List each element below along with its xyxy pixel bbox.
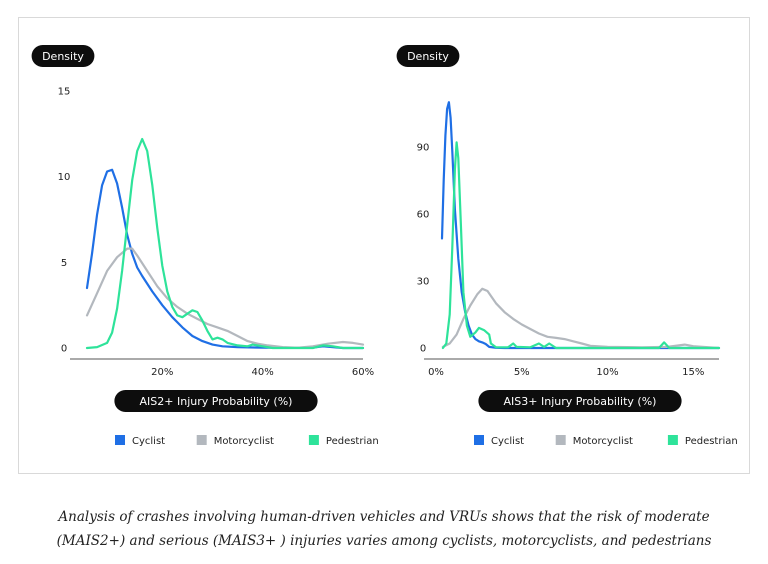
y-tick-label: 60 bbox=[417, 209, 430, 220]
y-tick-label: 10 bbox=[58, 172, 71, 183]
legend-label-pedestrian: Pedestrian bbox=[685, 436, 738, 447]
caption-line-2: (MAIS2+) and serious (MAIS3+ ) injuries … bbox=[56, 533, 712, 549]
legend-swatch-cyclist bbox=[474, 435, 484, 445]
y-axis-label-1-bg bbox=[31, 45, 95, 67]
legend-swatch-cyclist bbox=[115, 435, 125, 445]
legend-swatch-motorcyclist bbox=[196, 435, 207, 445]
x-axis-label-2-bg bbox=[478, 390, 682, 412]
series-line-motorcyclist bbox=[85, 247, 365, 349]
legend-label-motorcyclist: Motorcyclist bbox=[214, 436, 274, 447]
series-line-pedestrian bbox=[441, 141, 721, 350]
series-line-cyclist bbox=[85, 168, 365, 350]
x-tick-label: 40% bbox=[252, 367, 274, 378]
x-tick-label: 20% bbox=[151, 367, 173, 378]
series-line-pedestrian bbox=[85, 137, 365, 350]
legend-label-cyclist: Cyclist bbox=[491, 436, 524, 447]
y-axis-label-2: Density bbox=[407, 50, 449, 63]
chart-panel-1: 0 5 10 15 20% 40% 60% Cyclist Motorcyclist Pedest… bbox=[58, 87, 379, 448]
y-tick-label: 5 bbox=[61, 258, 67, 269]
y-tick-label: 0 bbox=[420, 344, 426, 355]
x-tick-label: 10% bbox=[596, 367, 618, 378]
y-axis-label-1: Density bbox=[42, 50, 84, 63]
chart-canvas: 0 5 10 15 20% 40% 60% Cyclist Motorcyclist Pedest… bbox=[31, 45, 738, 448]
legend-swatch-pedestrian bbox=[308, 435, 319, 445]
chart-frame: 0 5 10 15 20% 40% 60% Cyclist Motorcyclist Pedest… bbox=[18, 17, 750, 474]
y-tick-label: 0 bbox=[61, 344, 67, 355]
legend-label-pedestrian: Pedestrian bbox=[326, 436, 379, 447]
legend-label-motorcyclist: Motorcyclist bbox=[573, 436, 633, 447]
y-tick-label: 15 bbox=[58, 87, 71, 98]
y-tick-label: 30 bbox=[417, 276, 430, 287]
legend-label-cyclist: Cyclist bbox=[132, 436, 165, 447]
caption-line-1: Analysis of crashes involving human-driv… bbox=[58, 509, 710, 525]
x-axis-label-2: AIS3+ Injury Probability (%) bbox=[504, 395, 657, 408]
x-tick-label: 60% bbox=[352, 367, 374, 378]
y-axis-label-2-bg bbox=[396, 45, 460, 67]
y-tick-label: 90 bbox=[417, 142, 430, 153]
x-tick-label: 5% bbox=[514, 367, 530, 378]
x-axis-label-1-bg bbox=[114, 390, 318, 412]
chart-panel-2: 0 30 60 90 0% 5% 10% 15% Cyclist Motorcyclist Pede… bbox=[417, 101, 738, 447]
series-line-motorcyclist bbox=[441, 287, 721, 350]
legend-swatch-motorcyclist bbox=[555, 435, 566, 445]
x-tick-label: 15% bbox=[682, 367, 704, 378]
caption: Analysis of crashes involving human-driv… bbox=[0, 505, 768, 553]
x-tick-label: 0% bbox=[428, 367, 444, 378]
legend-swatch-pedestrian bbox=[667, 435, 678, 445]
x-axis-label-1: AIS2+ Injury Probability (%) bbox=[140, 395, 293, 408]
series-line-cyclist bbox=[440, 101, 721, 350]
